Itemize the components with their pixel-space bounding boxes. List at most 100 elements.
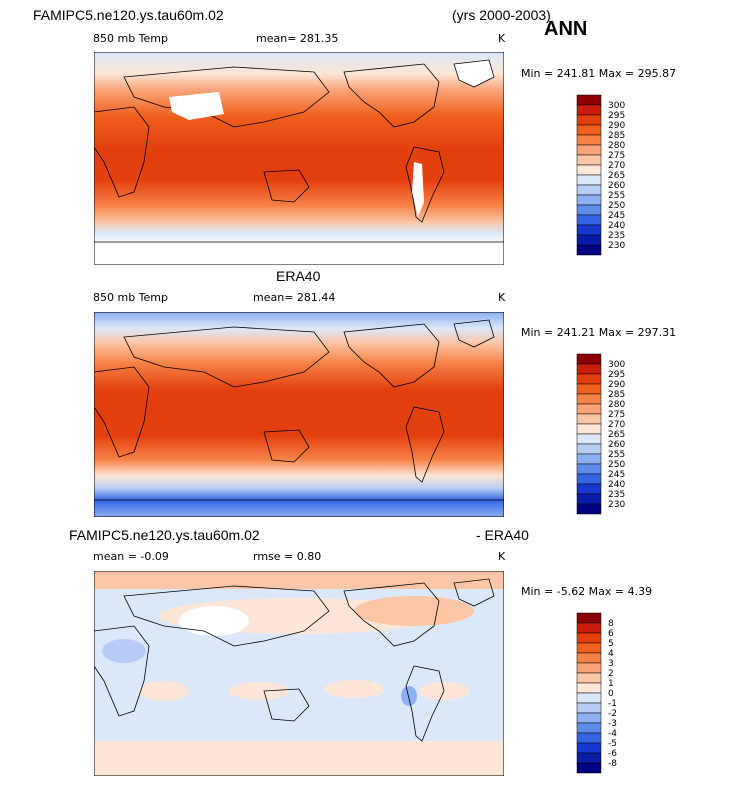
panel1-colorbar: 3002952902852802752702652602552502452402…	[576, 94, 625, 256]
colorbar-swatch	[576, 363, 602, 375]
case-title: FAMIPC5.ne120.ys.tau60m.02	[33, 7, 224, 23]
panel2-land-sa	[405, 406, 445, 483]
panel3-land-africa	[94, 625, 150, 717]
colorbar-tick-label: 240	[608, 221, 625, 231]
colorbar-swatch	[576, 473, 602, 485]
colorbar-swatch	[576, 353, 602, 365]
panel2-land-na	[343, 323, 440, 388]
colorbar-tick-label: 250	[608, 201, 625, 211]
colorbar-swatch	[576, 383, 602, 395]
panel1-field-label: 850 mb Temp	[93, 32, 169, 45]
panel2-map	[94, 312, 504, 517]
panel2-title: ERA40	[276, 268, 321, 284]
colorbar-tick-label: 4	[608, 649, 614, 659]
colorbar-swatch	[576, 732, 602, 744]
panel3-units: K	[498, 550, 506, 563]
panel1-land-greenland	[453, 59, 495, 88]
colorbar-tick-label: 245	[608, 470, 625, 480]
colorbar-swatch	[576, 443, 602, 455]
colorbar-tick-label: 235	[608, 490, 625, 500]
colorbar-swatch	[576, 612, 602, 624]
colorbar-swatch	[576, 642, 602, 654]
panel2-land-eurasia	[123, 326, 330, 388]
panel1-units: K	[498, 32, 506, 45]
panel2-mean: mean= 281.44	[253, 291, 336, 304]
colorbar-tick-label: 240	[608, 480, 625, 490]
colorbar-tick-label: 255	[608, 450, 625, 460]
years-label: (yrs 2000-2003)	[452, 7, 551, 23]
colorbar-swatch	[576, 622, 602, 634]
colorbar-tick-label: 300	[608, 360, 625, 370]
colorbar-tick-label: 295	[608, 111, 625, 121]
colorbar-swatch	[576, 453, 602, 465]
colorbar-tick-label: 260	[608, 440, 625, 450]
colorbar-tick-label: 3	[608, 659, 614, 669]
colorbar-tick-label: 8	[608, 619, 614, 629]
colorbar-tick-label: -1	[608, 699, 617, 709]
colorbar-swatch	[576, 94, 602, 106]
colorbar-swatch	[576, 204, 602, 216]
colorbar-tick-label: 275	[608, 410, 625, 420]
panel1-minmax: Min = 241.81 Max = 295.87	[521, 67, 677, 80]
panel1-land-sa	[405, 146, 445, 223]
colorbar-swatch	[576, 134, 602, 146]
panel2-minmax: Min = 241.21 Max = 297.31	[521, 326, 677, 339]
colorbar-swatch	[576, 752, 602, 764]
panel1-land-africa	[94, 106, 150, 198]
colorbar-tick-label: 1	[608, 679, 614, 689]
colorbar-swatch	[576, 672, 602, 684]
colorbar-swatch	[576, 114, 602, 126]
panel3-minmax: Min = -5.62 Max = 4.39	[521, 585, 653, 598]
colorbar-swatch	[576, 423, 602, 435]
panel3-land-na	[343, 582, 440, 647]
colorbar-swatch	[576, 124, 602, 136]
colorbar-swatch	[576, 413, 602, 425]
colorbar-tick-label: -3	[608, 719, 617, 729]
colorbar-tick-label: 280	[608, 400, 625, 410]
colorbar-tick-label: 290	[608, 380, 625, 390]
colorbar-tick-label: 0	[608, 689, 614, 699]
panel3-mean: mean = -0.09	[93, 550, 169, 563]
colorbar-tick-label: 235	[608, 231, 625, 241]
colorbar-tick-label: 270	[608, 420, 625, 430]
colorbar-tick-label: 5	[608, 639, 614, 649]
panel3-land-eurasia	[123, 585, 330, 647]
panel1-tibet-mask	[169, 92, 224, 120]
colorbar-tick-label: -4	[608, 729, 617, 739]
colorbar-tick-label: 270	[608, 161, 625, 171]
panel2-units: K	[498, 291, 506, 304]
colorbar-tick-label: 6	[608, 629, 614, 639]
colorbar-swatch	[576, 104, 602, 116]
panel3-title-right: - ERA40	[476, 527, 529, 543]
panel3-rmse: rmse = 0.80	[253, 550, 322, 563]
panel2-field-label: 850 mb Temp	[93, 291, 169, 304]
colorbar-swatch	[576, 373, 602, 385]
colorbar-tick-label: 300	[608, 101, 625, 111]
colorbar-tick-label: 285	[608, 390, 625, 400]
panel1-andes-mask	[412, 162, 424, 217]
panel2-colorbar: 3002952902852802752702652602552502452402…	[576, 353, 625, 515]
colorbar-swatch	[576, 702, 602, 714]
colorbar-swatch	[576, 224, 602, 236]
colorbar-swatch	[576, 174, 602, 186]
season-label: ANN	[544, 18, 588, 40]
panel1-land-na	[343, 63, 440, 128]
colorbar-swatch	[576, 214, 602, 226]
colorbar-swatch	[576, 194, 602, 206]
colorbar-tick-label: 280	[608, 141, 625, 151]
colorbar-swatch	[576, 403, 602, 415]
panel3-map	[94, 571, 504, 776]
colorbar-tick-label: 265	[608, 171, 625, 181]
colorbar-tick-label: -6	[608, 749, 617, 759]
panel1-field	[94, 52, 504, 265]
colorbar-swatch	[576, 632, 602, 644]
colorbar-swatch	[576, 742, 602, 754]
colorbar-swatch	[576, 493, 602, 505]
colorbar-swatch	[576, 652, 602, 664]
panel2-land-africa	[94, 366, 150, 458]
colorbar-tick-label: 285	[608, 131, 625, 141]
colorbar-tick-label: 245	[608, 211, 625, 221]
colorbar-tick-label: 2	[608, 669, 614, 679]
colorbar-tick-label: 265	[608, 430, 625, 440]
